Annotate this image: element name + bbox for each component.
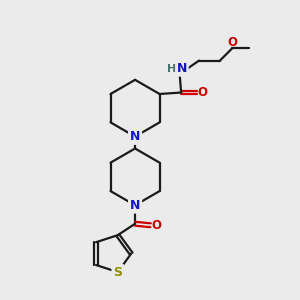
- Text: O: O: [227, 36, 238, 49]
- Text: N: N: [130, 199, 140, 212]
- Text: N: N: [177, 62, 187, 75]
- Text: H: H: [167, 64, 176, 74]
- Text: S: S: [113, 266, 122, 279]
- Text: N: N: [130, 130, 140, 143]
- Text: O: O: [198, 86, 208, 99]
- Text: O: O: [152, 219, 162, 232]
